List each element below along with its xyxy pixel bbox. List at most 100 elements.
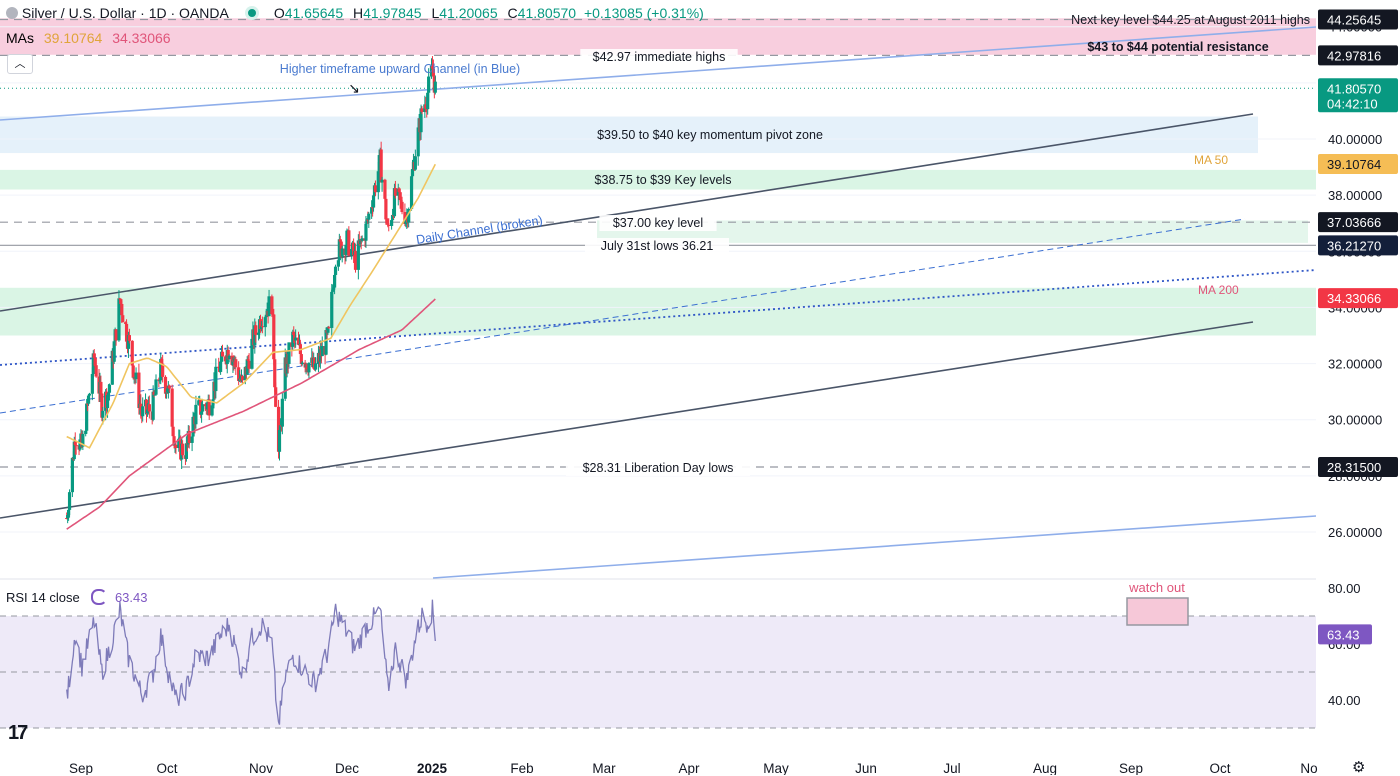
candle-body	[397, 188, 401, 193]
low-value: 41.20065	[439, 5, 498, 21]
month-label: May	[763, 761, 789, 775]
candle-body	[157, 379, 161, 381]
candle-body	[160, 358, 164, 364]
price-label-bg	[1318, 212, 1398, 233]
price-countdown: 04:42:10	[1327, 96, 1378, 111]
candle-body	[353, 250, 358, 270]
candle-body	[338, 239, 342, 242]
candle-body	[345, 230, 349, 245]
candle-body	[350, 248, 354, 256]
month-label: Sep	[1119, 761, 1143, 775]
candle-body	[187, 431, 191, 443]
daily-channel-lower	[0, 321, 1254, 519]
candle-body	[99, 381, 103, 394]
candle-body	[199, 399, 203, 415]
price-label-bg	[1318, 78, 1398, 113]
rsi-legend-value: 63.43	[114, 590, 148, 605]
zone-0	[0, 18, 1316, 55]
candle-body	[324, 330, 328, 355]
zone-label-pivot: $39.50 to $40 key momentum pivot zone	[597, 128, 823, 142]
rsi-refresh-icon[interactable]	[91, 589, 108, 605]
candle-body	[276, 406, 281, 452]
change-value: +0.13085 (+0.31%)	[583, 5, 704, 21]
candle-body	[419, 108, 423, 133]
month-label: Nov	[249, 761, 273, 775]
candle-body	[272, 314, 276, 360]
candle-body	[223, 356, 227, 362]
candle-body	[386, 223, 390, 225]
candle-body	[174, 444, 178, 448]
candle-body	[264, 316, 268, 318]
candle-body	[152, 391, 156, 396]
dashed-trendline	[0, 218, 1246, 414]
ma-legend[interactable]: MAs 39.10764 34.33066	[6, 30, 171, 46]
close-value: 41.80570	[517, 5, 577, 21]
candle-body	[294, 337, 298, 341]
price-label-bg	[1318, 235, 1398, 256]
candle-body	[226, 349, 230, 360]
candle-body	[253, 325, 257, 346]
candle-body	[274, 387, 278, 407]
candle-body	[433, 81, 437, 93]
candle-body	[390, 220, 394, 226]
candle-body	[424, 104, 428, 109]
candle-body	[194, 404, 198, 425]
blue-channel-upper	[0, 26, 1317, 121]
month-label: Oct	[1209, 761, 1230, 775]
settings-gear-icon[interactable]: ⚙	[1352, 759, 1366, 776]
candle-body	[320, 346, 324, 357]
month-label: Sep	[69, 761, 93, 775]
candle-body	[254, 325, 258, 335]
close-label: C	[507, 5, 518, 21]
high-value: 41.97845	[363, 5, 422, 21]
price-tick-label: 32.00000	[1328, 357, 1382, 372]
tradingview-logo-icon[interactable]: 17	[8, 722, 28, 744]
candle-body	[106, 392, 111, 396]
month-label: Apr	[678, 761, 700, 775]
month-label: Jun	[855, 761, 877, 775]
daily-channel-upper	[0, 113, 1254, 312]
candle-body	[376, 171, 380, 193]
candle-body	[170, 388, 174, 427]
candle-body	[92, 353, 96, 359]
price-label: 37.03666	[1327, 215, 1381, 230]
candle-body	[118, 298, 122, 300]
candle-body	[158, 380, 162, 382]
candle-body	[371, 195, 376, 208]
candle-body	[67, 492, 72, 510]
candle-body	[390, 214, 395, 221]
candle-body	[240, 376, 245, 381]
collapse-legend-button[interactable]: ︿	[7, 54, 33, 74]
level-label-august-2011: Next key level $44.25 at August 2011 hig…	[1071, 13, 1310, 27]
rsi-price-label-bg	[1318, 624, 1372, 645]
candle-body	[291, 331, 295, 347]
candle-body	[305, 364, 309, 370]
candle-body	[94, 365, 98, 377]
candle-body	[191, 416, 195, 437]
candle-body	[151, 391, 155, 420]
candle-body	[273, 359, 277, 388]
candle-body	[124, 322, 128, 324]
candle-body	[370, 207, 374, 214]
candle-body	[344, 244, 348, 255]
candle-body	[171, 426, 175, 437]
candle-body	[278, 425, 283, 431]
candle-body	[161, 363, 165, 377]
candle-body	[404, 219, 408, 224]
candle-body	[219, 361, 223, 372]
candle-body	[137, 372, 141, 409]
symbol-title[interactable]: Silver / U.S. Dollar · 1D · OANDA	[21, 5, 229, 21]
candle-body	[219, 351, 224, 362]
rsi-legend[interactable]: RSI 14 close 63.43	[6, 589, 148, 605]
zone-4	[0, 287, 1316, 336]
level-label-bg	[580, 49, 738, 65]
price-label: 42.97816	[1327, 48, 1381, 63]
candle-body	[214, 366, 218, 392]
candle-body	[352, 242, 356, 256]
candle-body	[73, 441, 77, 446]
candle-body	[299, 354, 303, 365]
price-axis-bg	[1316, 0, 1400, 775]
month-label: Oct	[156, 761, 177, 775]
candle-body	[399, 200, 403, 202]
